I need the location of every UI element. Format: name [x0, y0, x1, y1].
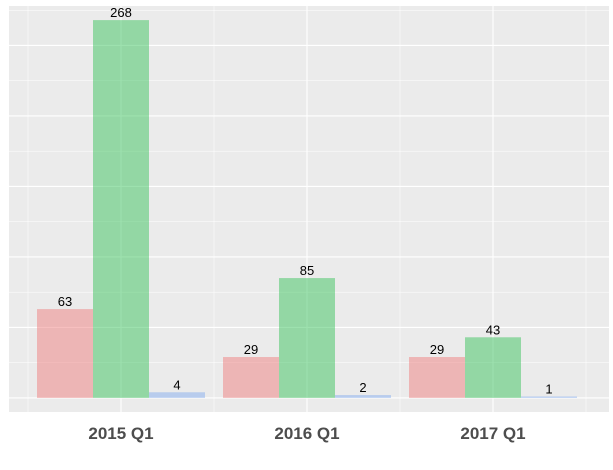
bar-value-label: 29: [244, 342, 258, 357]
bar-value-label: 85: [300, 263, 314, 278]
bar: [279, 278, 335, 398]
x-tick-label: 2017 Q1: [460, 424, 525, 443]
bar-value-label: 2: [359, 380, 366, 395]
bar: [37, 309, 93, 398]
bar-value-label: 4: [173, 377, 180, 392]
x-tick-label: 2016 Q1: [274, 424, 339, 443]
bar: [409, 357, 465, 398]
bar-value-label: 1: [545, 381, 552, 396]
x-axis-tick-labels: 2015 Q1 2016 Q1 2017 Q1: [88, 424, 525, 443]
bar-value-label: 43: [486, 322, 500, 337]
bar-value-label: 268: [110, 5, 132, 20]
x-tick-label: 2015 Q1: [88, 424, 153, 443]
bar-value-labels: 63 268 4 29 85 2 29 43 1: [58, 5, 553, 396]
bar: [149, 392, 205, 398]
bar: [223, 357, 279, 398]
bar: [93, 20, 149, 398]
bar: [521, 396, 577, 398]
bar: [335, 395, 391, 398]
bars: [37, 20, 577, 398]
bar-value-label: 29: [430, 342, 444, 357]
bar: [465, 337, 521, 398]
bar-value-label: 63: [58, 294, 72, 309]
